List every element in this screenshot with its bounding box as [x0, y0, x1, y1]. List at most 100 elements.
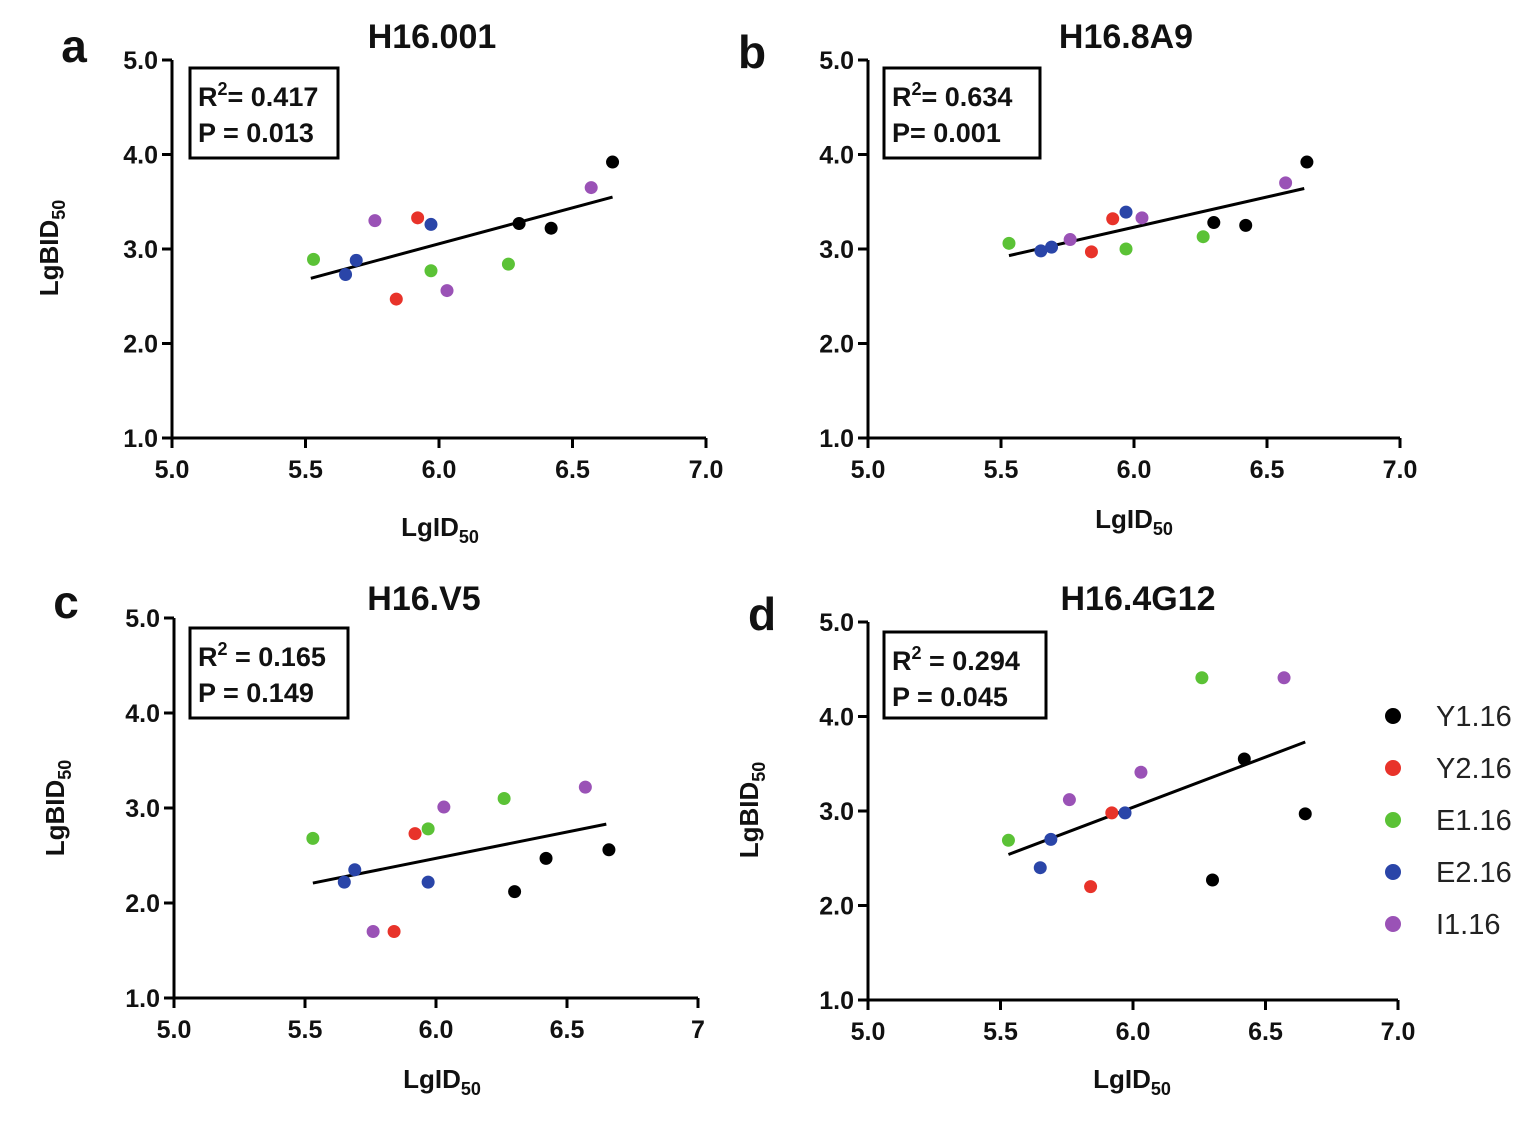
legend-marker — [1385, 916, 1401, 932]
data-point-i1-16 — [1062, 793, 1076, 807]
panel-letter-b: b — [738, 26, 766, 78]
y-tick-label: 2.0 — [819, 893, 854, 921]
panel-b: b H16.8A9 5.0 5.5 6.0 6.5 7.0 1.0 2.0 3.0 4.0 5.0 Lg… — [738, 18, 1417, 539]
data-point-e1-16 — [1001, 833, 1015, 847]
legend-marker — [1385, 812, 1401, 828]
y-tick-label: 1.0 — [819, 987, 854, 1015]
x-tick-label: 5.0 — [155, 456, 190, 484]
data-point-e2-16 — [1033, 861, 1047, 875]
data-point-e2-16 — [1034, 244, 1048, 258]
panel-letter-d: d — [748, 588, 776, 640]
x-tick-label: 5.5 — [983, 1018, 1018, 1046]
y-tick-label: 1.0 — [125, 985, 160, 1013]
data-point-y1-16 — [1237, 752, 1251, 766]
r-squared-text: R2 = 0.165 — [198, 639, 326, 672]
data-point-y2-16 — [1084, 880, 1098, 894]
chart-title: H16.8A9 — [1059, 18, 1193, 56]
panel-letter-c: c — [53, 576, 79, 628]
data-point-i1-16 — [1277, 671, 1291, 685]
data-point-e2-16 — [421, 875, 435, 889]
p-value-text: P = 0.149 — [198, 678, 314, 708]
data-point-i1-16 — [440, 284, 454, 298]
data-point-y2-16 — [1105, 806, 1119, 820]
data-point-i1-16 — [368, 214, 382, 228]
data-point-y1-16 — [606, 155, 620, 169]
data-point-y2-16 — [1084, 245, 1098, 259]
data-point-e1-16 — [1195, 671, 1209, 685]
data-point-y2-16 — [1106, 212, 1120, 226]
data-point-e1-16 — [497, 792, 511, 805]
data-point-i1-16 — [1135, 211, 1149, 225]
x-tick-label: 6.5 — [1250, 456, 1285, 484]
y-tick-label: 4.0 — [123, 142, 158, 170]
panel-d: d H16.4G12 5.0 5.5 6.0 6.5 7.0 1.0 2.0 3.0 4.0 5.0 L… — [734, 580, 1415, 1099]
legend-marker — [1385, 864, 1401, 880]
regression-line — [310, 195, 613, 280]
x-tick-label: 7.0 — [1383, 456, 1418, 484]
legend-marker — [1385, 760, 1401, 776]
data-point-y2-16 — [411, 211, 425, 225]
legend: Y1.16 Y2.16 E1.16 E2.16 I1.16 — [1385, 701, 1512, 941]
data-point-e1-16 — [501, 257, 515, 271]
data-point-e2-16 — [1045, 240, 1059, 254]
data-point-e1-16 — [421, 822, 435, 836]
data-point-i1-16 — [437, 800, 451, 814]
data-point-i1-16 — [578, 780, 592, 794]
x-tick-label: 5.5 — [288, 1016, 323, 1044]
y-axis-label: LgBID50 — [34, 200, 69, 297]
y-axis-label: LgBID50 — [40, 760, 75, 857]
y-tick-label: 5.0 — [123, 47, 158, 75]
y-tick-label: 5.0 — [819, 609, 854, 637]
data-point-e1-16 — [1002, 236, 1016, 250]
data-point-e2-16 — [1118, 806, 1132, 820]
r-squared-text: R2= 0.634 — [892, 79, 1012, 112]
data-point-e1-16 — [424, 264, 438, 278]
x-axis-label: LgID50 — [1095, 504, 1173, 539]
regression-line — [312, 822, 607, 885]
data-point-y1-16 — [1207, 216, 1221, 230]
data-point-y2-16 — [387, 925, 401, 938]
data-point-e2-16 — [1119, 205, 1133, 219]
y-tick-label: 5.0 — [125, 605, 160, 633]
x-tick-label: 6.0 — [1116, 1018, 1151, 1046]
legend-label: Y2.16 — [1436, 753, 1512, 785]
y-tick-label: 2.0 — [123, 331, 158, 359]
x-tick-label: 5.5 — [288, 456, 323, 484]
stats-box — [188, 66, 340, 160]
data-point-e2-16 — [348, 863, 362, 877]
x-tick-label: 6.5 — [1248, 1018, 1283, 1046]
chart-title: H16.V5 — [367, 580, 480, 618]
y-tick-label: 2.0 — [819, 331, 854, 359]
data-point-e1-16 — [1196, 230, 1210, 244]
regression-line — [1008, 187, 1305, 258]
stats-box — [188, 626, 350, 720]
data-point-y1-16 — [512, 216, 526, 230]
data-point-y1-16 — [1239, 218, 1253, 232]
x-tick-label: 5.0 — [851, 1018, 886, 1046]
legend-label: E2.16 — [1436, 857, 1512, 889]
y-tick-label: 1.0 — [123, 425, 158, 453]
data-point-e2-16 — [424, 217, 438, 231]
x-tick-label: 7.0 — [1381, 1018, 1416, 1046]
y-tick-label: 4.0 — [125, 700, 160, 728]
data-point-e2-16 — [337, 875, 351, 889]
panel-c: c H16.V5 5.0 5.5 6.0 6.5 7 1.0 2.0 3.0 4.0 5.0 LgID5… — [40, 576, 705, 1099]
chart-title: H16.4G12 — [1061, 580, 1216, 618]
p-value-text: P= 0.001 — [892, 118, 1001, 148]
x-tick-label: 6.0 — [1117, 456, 1152, 484]
data-point-y2-16 — [408, 827, 422, 841]
data-point-e1-16 — [1119, 242, 1133, 256]
data-point-y2-16 — [389, 292, 403, 306]
r-squared-text: R2 = 0.294 — [892, 643, 1020, 676]
x-tick-label: 6.0 — [422, 456, 457, 484]
data-point-e2-16 — [1044, 832, 1058, 846]
p-value-text: P = 0.013 — [198, 118, 314, 148]
y-tick-label: 2.0 — [125, 890, 160, 918]
data-point-y1-16 — [508, 885, 522, 899]
data-point-e2-16 — [349, 253, 363, 267]
x-axis-label: LgID50 — [1093, 1064, 1171, 1099]
x-tick-label: 6.5 — [555, 456, 590, 484]
data-point-i1-16 — [1134, 765, 1148, 779]
